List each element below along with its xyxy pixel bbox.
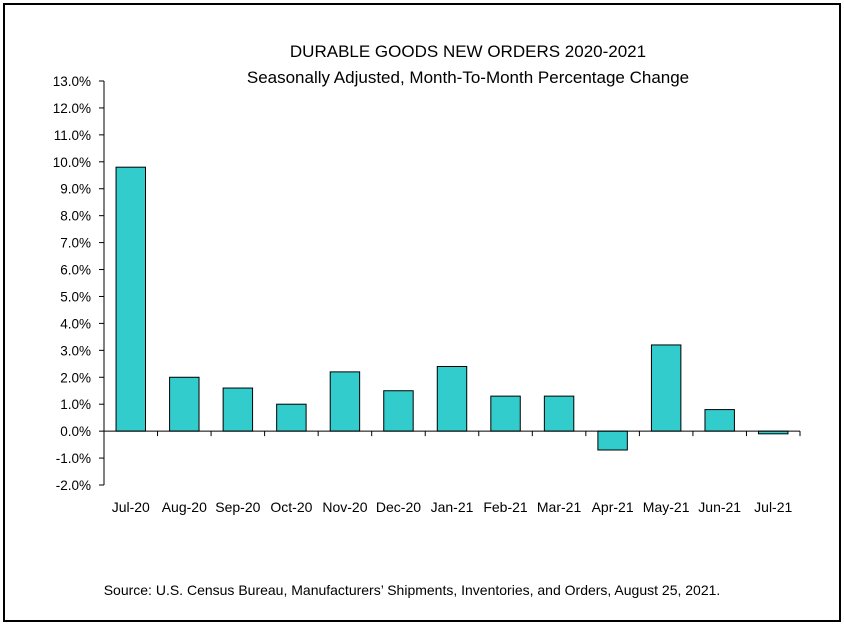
y-tick-label: 9.0% xyxy=(60,182,91,197)
chart-subtitle: Seasonally Adjusted, Month-To-Month Perc… xyxy=(247,68,689,87)
y-tick-label: 6.0% xyxy=(60,263,91,278)
x-tick-label: Apr-21 xyxy=(592,499,634,515)
y-tick-label: 13.0% xyxy=(53,74,91,89)
bar-jul-20 xyxy=(115,166,146,432)
y-tick-label: 8.0% xyxy=(60,209,91,224)
x-tick-label: Jul-20 xyxy=(112,499,150,515)
y-tick-label: 0.0% xyxy=(60,424,91,439)
y-tick-label: 1.0% xyxy=(60,397,91,412)
chart-title: DURABLE GOODS NEW ORDERS 2020-2021 xyxy=(290,42,646,61)
x-tick-label: Aug-20 xyxy=(162,499,207,515)
bar-dec-20 xyxy=(383,390,414,432)
bar-jan-21 xyxy=(436,365,468,432)
source-note: Source: U.S. Census Bureau, Manufacturer… xyxy=(104,582,721,598)
bar-apr-21 xyxy=(597,430,628,451)
y-axis: 13.0% 12.0% 11.0% 10.0% 9.0% 8.0% 7.0% 6.0% 5.0%… xyxy=(53,74,105,493)
x-tick-label: Oct-20 xyxy=(270,499,312,515)
bar-mar-21 xyxy=(543,395,575,432)
bar-sep-20 xyxy=(222,387,254,432)
y-tick-label: 12.0% xyxy=(53,101,91,116)
x-tick-label: Jul-21 xyxy=(754,499,792,515)
x-tick-label: Nov-20 xyxy=(322,499,367,515)
x-tick-label: Dec-20 xyxy=(376,499,421,515)
bar-aug-20 xyxy=(169,376,200,432)
y-tick-label: -1.0% xyxy=(56,451,91,466)
y-tick-label: 3.0% xyxy=(60,343,91,358)
y-tick-label: 4.0% xyxy=(60,316,91,331)
bar-nov-20 xyxy=(329,371,361,432)
x-axis: Jul-20 Aug-20 Sep-20 Oct-20 Nov-20 Dec-20 Jan-… xyxy=(103,430,801,515)
bars xyxy=(115,166,789,451)
bar-jun-21 xyxy=(704,409,735,432)
y-tick-label: 2.0% xyxy=(60,370,91,385)
y-tick-label: -2.0% xyxy=(56,478,91,493)
x-tick-label: May-21 xyxy=(643,499,690,515)
bar-oct-20 xyxy=(276,403,307,432)
y-tick-label: 10.0% xyxy=(53,155,91,170)
x-tick-label: Feb-21 xyxy=(483,499,528,515)
y-tick-label: 5.0% xyxy=(60,289,91,304)
bar-may-21 xyxy=(650,344,682,432)
x-tick-label: Sep-20 xyxy=(215,499,260,515)
x-tick-label: Jun-21 xyxy=(698,499,741,515)
y-tick-label: 11.0% xyxy=(54,128,91,143)
bar-feb-21 xyxy=(490,395,521,432)
y-tick-label: 7.0% xyxy=(60,236,91,251)
x-tick-label: Jan-21 xyxy=(431,499,474,515)
x-tick-label: Mar-21 xyxy=(537,499,582,515)
